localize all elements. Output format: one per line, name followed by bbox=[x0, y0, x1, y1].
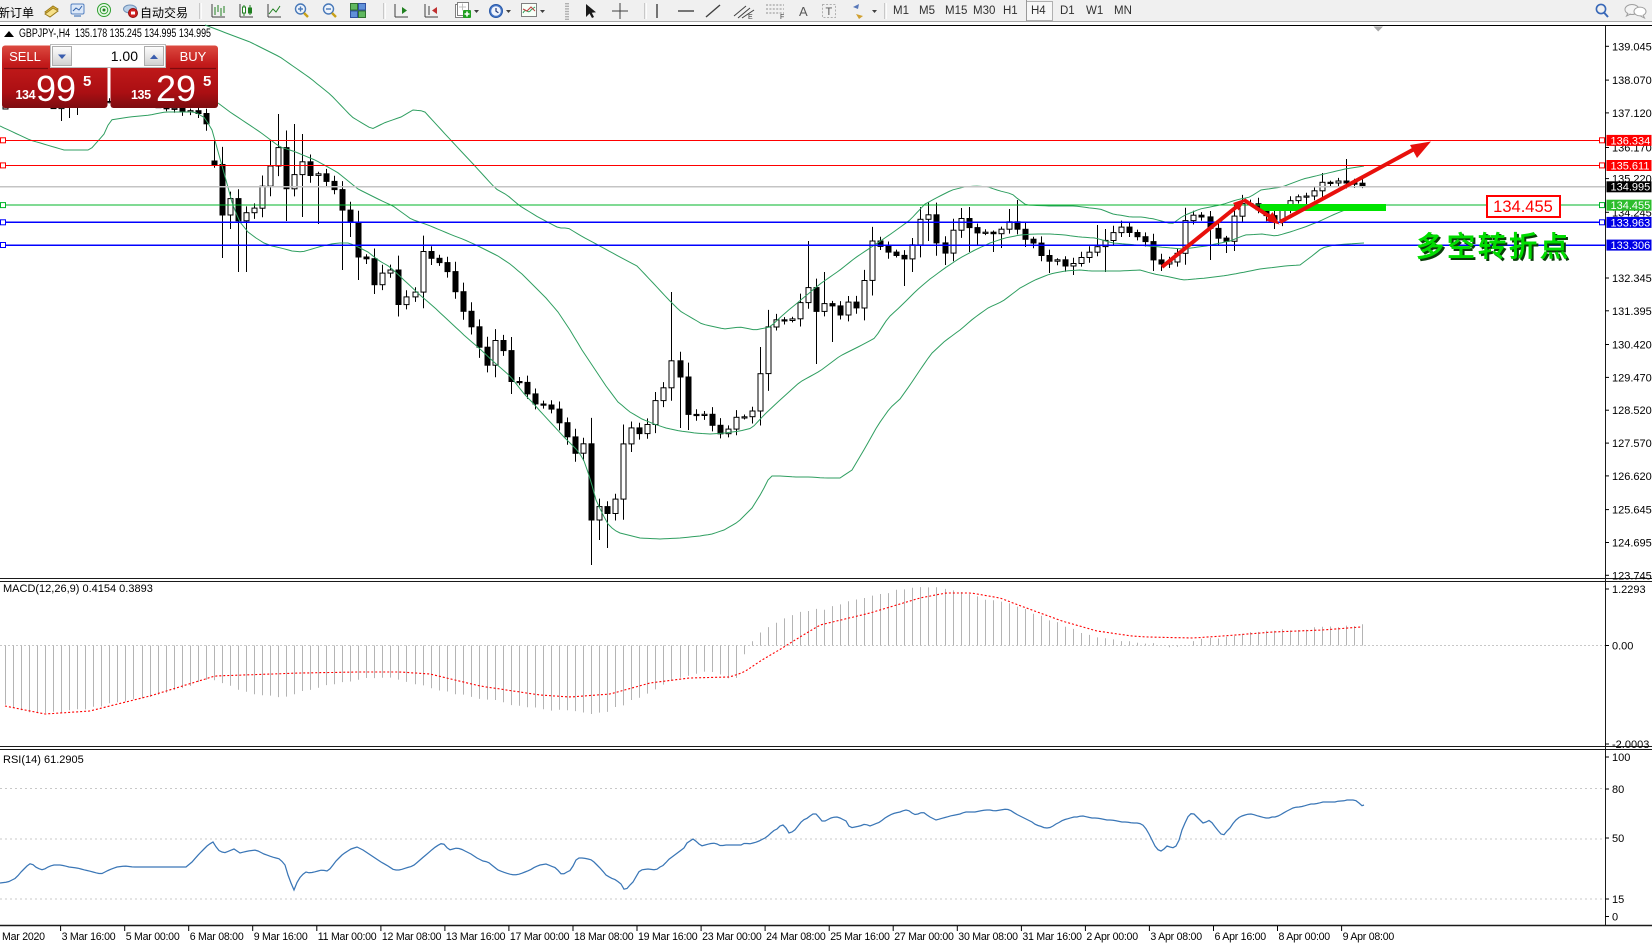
svg-text:13 Mar 16:00: 13 Mar 16:00 bbox=[446, 931, 506, 943]
svg-text:134.455: 134.455 bbox=[1493, 198, 1553, 216]
svg-text:RSI(14) 61.2905: RSI(14) 61.2905 bbox=[3, 754, 84, 766]
svg-text:多空转折点: 多空转折点 bbox=[1418, 232, 1573, 264]
svg-text:24 Mar 08:00: 24 Mar 08:00 bbox=[766, 931, 826, 943]
svg-text:123.745: 123.745 bbox=[1612, 570, 1652, 582]
svg-text:30 Mar 08:00: 30 Mar 08:00 bbox=[958, 931, 1018, 943]
svg-text:MACD(12,26,9) 0.4154 0.3893: MACD(12,26,9) 0.4154 0.3893 bbox=[3, 583, 153, 595]
svg-text:132.345: 132.345 bbox=[1612, 273, 1652, 285]
svg-text:133.306: 133.306 bbox=[1611, 240, 1651, 252]
svg-text:T: T bbox=[826, 6, 833, 18]
svg-text:0.00: 0.00 bbox=[1612, 641, 1633, 653]
svg-text:9 Apr 08:00: 9 Apr 08:00 bbox=[1343, 931, 1395, 943]
svg-text:11 Mar 00:00: 11 Mar 00:00 bbox=[318, 931, 377, 943]
svg-text:1.00: 1.00 bbox=[111, 48, 138, 64]
svg-text:1.2293: 1.2293 bbox=[1612, 584, 1646, 596]
svg-text:50: 50 bbox=[1612, 833, 1624, 845]
svg-text:GBPJPY-,H4 135.178 135.245 13: GBPJPY-,H4 135.178 135.245 134.995 134.9… bbox=[19, 28, 211, 40]
svg-text:Mar 2020: Mar 2020 bbox=[2, 931, 45, 943]
svg-text:12 Mar 08:00: 12 Mar 08:00 bbox=[382, 931, 442, 943]
svg-text:99: 99 bbox=[36, 68, 76, 109]
svg-text:6 Apr 16:00: 6 Apr 16:00 bbox=[1215, 931, 1267, 943]
svg-text:0: 0 bbox=[1612, 912, 1618, 924]
svg-text:127.570: 127.570 bbox=[1612, 438, 1652, 450]
svg-text:135: 135 bbox=[131, 88, 151, 102]
svg-text:135.611: 135.611 bbox=[1611, 160, 1650, 172]
svg-text:31 Mar 16:00: 31 Mar 16:00 bbox=[1022, 931, 1082, 943]
svg-text:F: F bbox=[780, 14, 784, 21]
svg-text:SELL: SELL bbox=[9, 49, 41, 64]
svg-text:2 Apr 00:00: 2 Apr 00:00 bbox=[1086, 931, 1138, 943]
svg-text:9 Mar 16:00: 9 Mar 16:00 bbox=[254, 931, 308, 943]
svg-text:138.070: 138.070 bbox=[1612, 75, 1652, 87]
svg-text:126.620: 126.620 bbox=[1612, 471, 1652, 483]
svg-text:5: 5 bbox=[203, 73, 211, 90]
svg-text:17 Mar 00:00: 17 Mar 00:00 bbox=[510, 931, 570, 943]
svg-text:80: 80 bbox=[1612, 784, 1624, 796]
svg-text:137.120: 137.120 bbox=[1612, 108, 1652, 120]
svg-text:6 Mar 08:00: 6 Mar 08:00 bbox=[190, 931, 244, 943]
svg-text:27 Mar 00:00: 27 Mar 00:00 bbox=[894, 931, 954, 943]
svg-text:3 Mar 16:00: 3 Mar 16:00 bbox=[62, 931, 116, 943]
svg-text:29: 29 bbox=[156, 68, 196, 109]
svg-text:130.420: 130.420 bbox=[1612, 340, 1652, 352]
svg-text:134: 134 bbox=[16, 88, 36, 102]
svg-text:23 Mar 00:00: 23 Mar 00:00 bbox=[702, 931, 762, 943]
svg-text:多空转折点: 多空转折点 bbox=[1416, 230, 1571, 262]
svg-text:100: 100 bbox=[1612, 752, 1630, 764]
svg-text:139.045: 139.045 bbox=[1612, 41, 1652, 53]
svg-text:18 Mar 08:00: 18 Mar 08:00 bbox=[574, 931, 634, 943]
svg-text:25 Mar 16:00: 25 Mar 16:00 bbox=[830, 931, 890, 943]
svg-text:134.995: 134.995 bbox=[1611, 182, 1651, 194]
svg-text:136.334: 136.334 bbox=[1611, 135, 1651, 147]
svg-text:E: E bbox=[748, 14, 753, 21]
svg-text:A: A bbox=[799, 4, 808, 19]
svg-text:3 Apr 08:00: 3 Apr 08:00 bbox=[1150, 931, 1202, 943]
svg-text:5 Mar 00:00: 5 Mar 00:00 bbox=[126, 931, 180, 943]
svg-text:8 Apr 00:00: 8 Apr 00:00 bbox=[1279, 931, 1331, 943]
svg-text:-2.0003: -2.0003 bbox=[1612, 739, 1649, 751]
svg-text:133.963: 133.963 bbox=[1611, 217, 1651, 229]
svg-text:19 Mar 16:00: 19 Mar 16:00 bbox=[638, 931, 698, 943]
svg-text:BUY: BUY bbox=[180, 49, 207, 64]
svg-text:128.520: 128.520 bbox=[1612, 405, 1652, 417]
svg-text:5: 5 bbox=[83, 73, 91, 90]
svg-text:129.470: 129.470 bbox=[1612, 372, 1652, 384]
svg-text:15: 15 bbox=[1612, 894, 1624, 906]
svg-text:125.645: 125.645 bbox=[1612, 505, 1652, 517]
svg-text:124.695: 124.695 bbox=[1612, 538, 1652, 550]
svg-text:134.455: 134.455 bbox=[1611, 200, 1651, 212]
svg-text:131.395: 131.395 bbox=[1612, 306, 1652, 318]
